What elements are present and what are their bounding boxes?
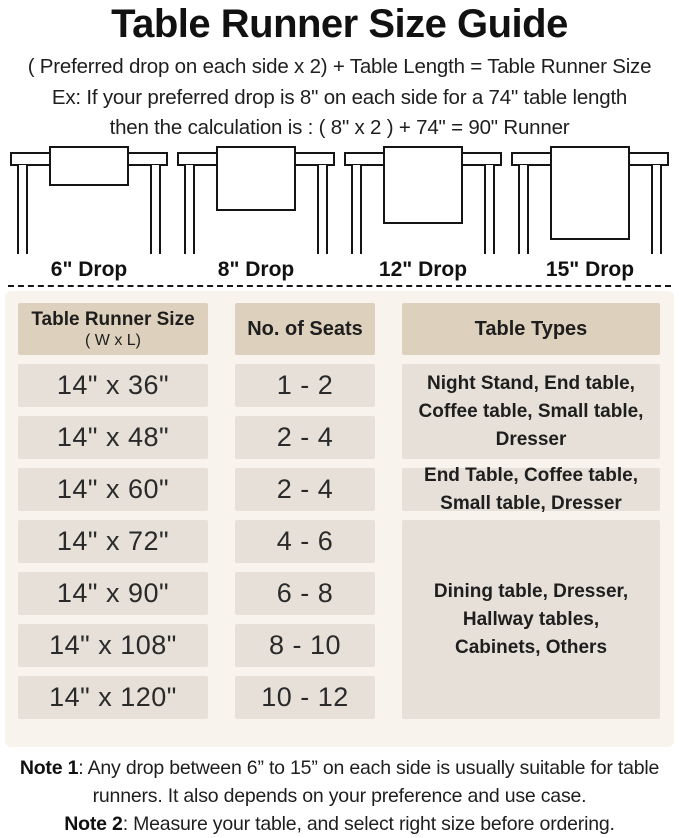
table-leg-left: [17, 165, 28, 255]
table-drawing: [10, 146, 168, 255]
size-value: 14" x 48": [56, 422, 170, 453]
size-guide-panel: Table Runner Size ( W x L) No. of Seats …: [5, 291, 674, 748]
seats-value: 8 - 10: [268, 630, 342, 661]
table-types-text: Dining table, Dresser, Hallway tables, C…: [433, 580, 629, 658]
size-cell: 14" x 60": [18, 468, 208, 512]
table-illustration-6in-drop: 6" Drop: [10, 146, 168, 282]
seats-cell: 6 - 8: [235, 572, 375, 616]
table-types-text: End Table, Coffee table, Small table, Dr…: [424, 464, 638, 514]
note-1-text: : Any drop between 6” to 15” on each sid…: [78, 757, 660, 807]
size-value: 14" x 60": [56, 474, 170, 505]
table-drawing: [344, 146, 502, 255]
seats-cell: 1 - 2: [235, 364, 375, 408]
seats-cell: 10 - 12: [235, 676, 375, 720]
drop-illustrations: 6" Drop 8" Drop 12" Drop 15" Drop: [0, 146, 679, 282]
table-types-group-1: Night Stand, End table, Coffee table, Sm…: [402, 364, 660, 460]
header: Table Runner Size Guide ( Preferred drop…: [0, 0, 679, 140]
note-1-label: Note 1: [19, 757, 79, 780]
note-2-label: Note 2: [64, 812, 123, 835]
table-leg-left: [184, 165, 195, 255]
seats-value: 1 - 2: [276, 370, 334, 401]
table-illustration-12in-drop: 12" Drop: [344, 146, 502, 282]
table-leg-right: [317, 165, 328, 255]
runner-shape: [49, 146, 129, 187]
header-seats: No. of Seats: [235, 303, 375, 356]
drop-label: 15" Drop: [545, 258, 635, 282]
size-value: 14" x 72": [56, 526, 170, 557]
header-seats-label: No. of Seats: [247, 317, 363, 340]
table-types-group-3: Dining table, Dresser, Hallway tables, C…: [402, 520, 660, 720]
size-table: Table Runner Size ( W x L) No. of Seats …: [18, 303, 660, 733]
seats-cell: 4 - 6: [235, 520, 375, 564]
seats-cell: 8 - 10: [235, 624, 375, 668]
header-table-types-label: Table Types: [474, 317, 588, 340]
seats-value: 6 - 8: [276, 578, 334, 609]
size-cell: 14" x 72": [18, 520, 208, 564]
runner-shape: [550, 146, 630, 241]
note-2: Note 2: Measure your table, and select r…: [0, 811, 679, 838]
seats-cell: 2 - 4: [235, 468, 375, 512]
size-cell: 14" x 108": [18, 624, 208, 668]
page-title: Table Runner Size Guide: [111, 2, 568, 46]
size-cell: 14" x 90": [18, 572, 208, 616]
header-runner-size-title: Table Runner Size: [31, 308, 195, 330]
runner-shape: [383, 146, 463, 225]
table-types-text: Night Stand, End table, Coffee table, Sm…: [418, 372, 644, 450]
table-illustration-8in-drop: 8" Drop: [177, 146, 335, 282]
table-leg-left: [518, 165, 529, 255]
header-runner-size-subtitle: ( W x L): [85, 331, 141, 349]
size-value: 14" x 120": [49, 682, 177, 713]
note-1: Note 1: Any drop between 6” to 15” on ea…: [0, 755, 679, 810]
table-leg-left: [351, 165, 362, 255]
seats-value: 10 - 12: [261, 682, 349, 713]
size-value: 14" x 90": [56, 578, 170, 609]
table-leg-right: [150, 165, 161, 255]
size-cell: 14" x 36": [18, 364, 208, 408]
runner-shape: [216, 146, 296, 212]
seats-value: 4 - 6: [276, 526, 334, 557]
seats-value: 2 - 4: [276, 422, 334, 453]
note-2-text: : Measure your table, and select right s…: [122, 812, 615, 835]
table-leg-right: [651, 165, 662, 255]
table-illustration-15in-drop: 15" Drop: [511, 146, 669, 282]
drop-label: 12" Drop: [378, 258, 468, 282]
size-value: 14" x 36": [56, 370, 170, 401]
size-cell: 14" x 48": [18, 416, 208, 460]
header-runner-size: Table Runner Size ( W x L): [18, 303, 208, 356]
table-drawing: [177, 146, 335, 255]
header-table-types: Table Types: [402, 303, 660, 356]
drop-label: 8" Drop: [217, 258, 295, 282]
seats-cell: 2 - 4: [235, 416, 375, 460]
dashed-divider: [8, 285, 671, 288]
size-cell: 14" x 120": [18, 676, 208, 720]
seats-value: 2 - 4: [276, 474, 334, 505]
example-line-1: Ex: If your preferred drop is 8" on each…: [51, 86, 628, 110]
table-drawing: [511, 146, 669, 255]
table-types-group-2: End Table, Coffee table, Small table, Dr…: [402, 465, 660, 514]
size-value: 14" x 108": [49, 630, 177, 661]
example-line-2: then the calculation is : ( 8" x 2 ) + 7…: [109, 116, 570, 140]
table-leg-right: [484, 165, 495, 255]
drop-label: 6" Drop: [50, 258, 128, 282]
formula-line: ( Preferred drop on each side x 2) + Tab…: [27, 55, 652, 79]
